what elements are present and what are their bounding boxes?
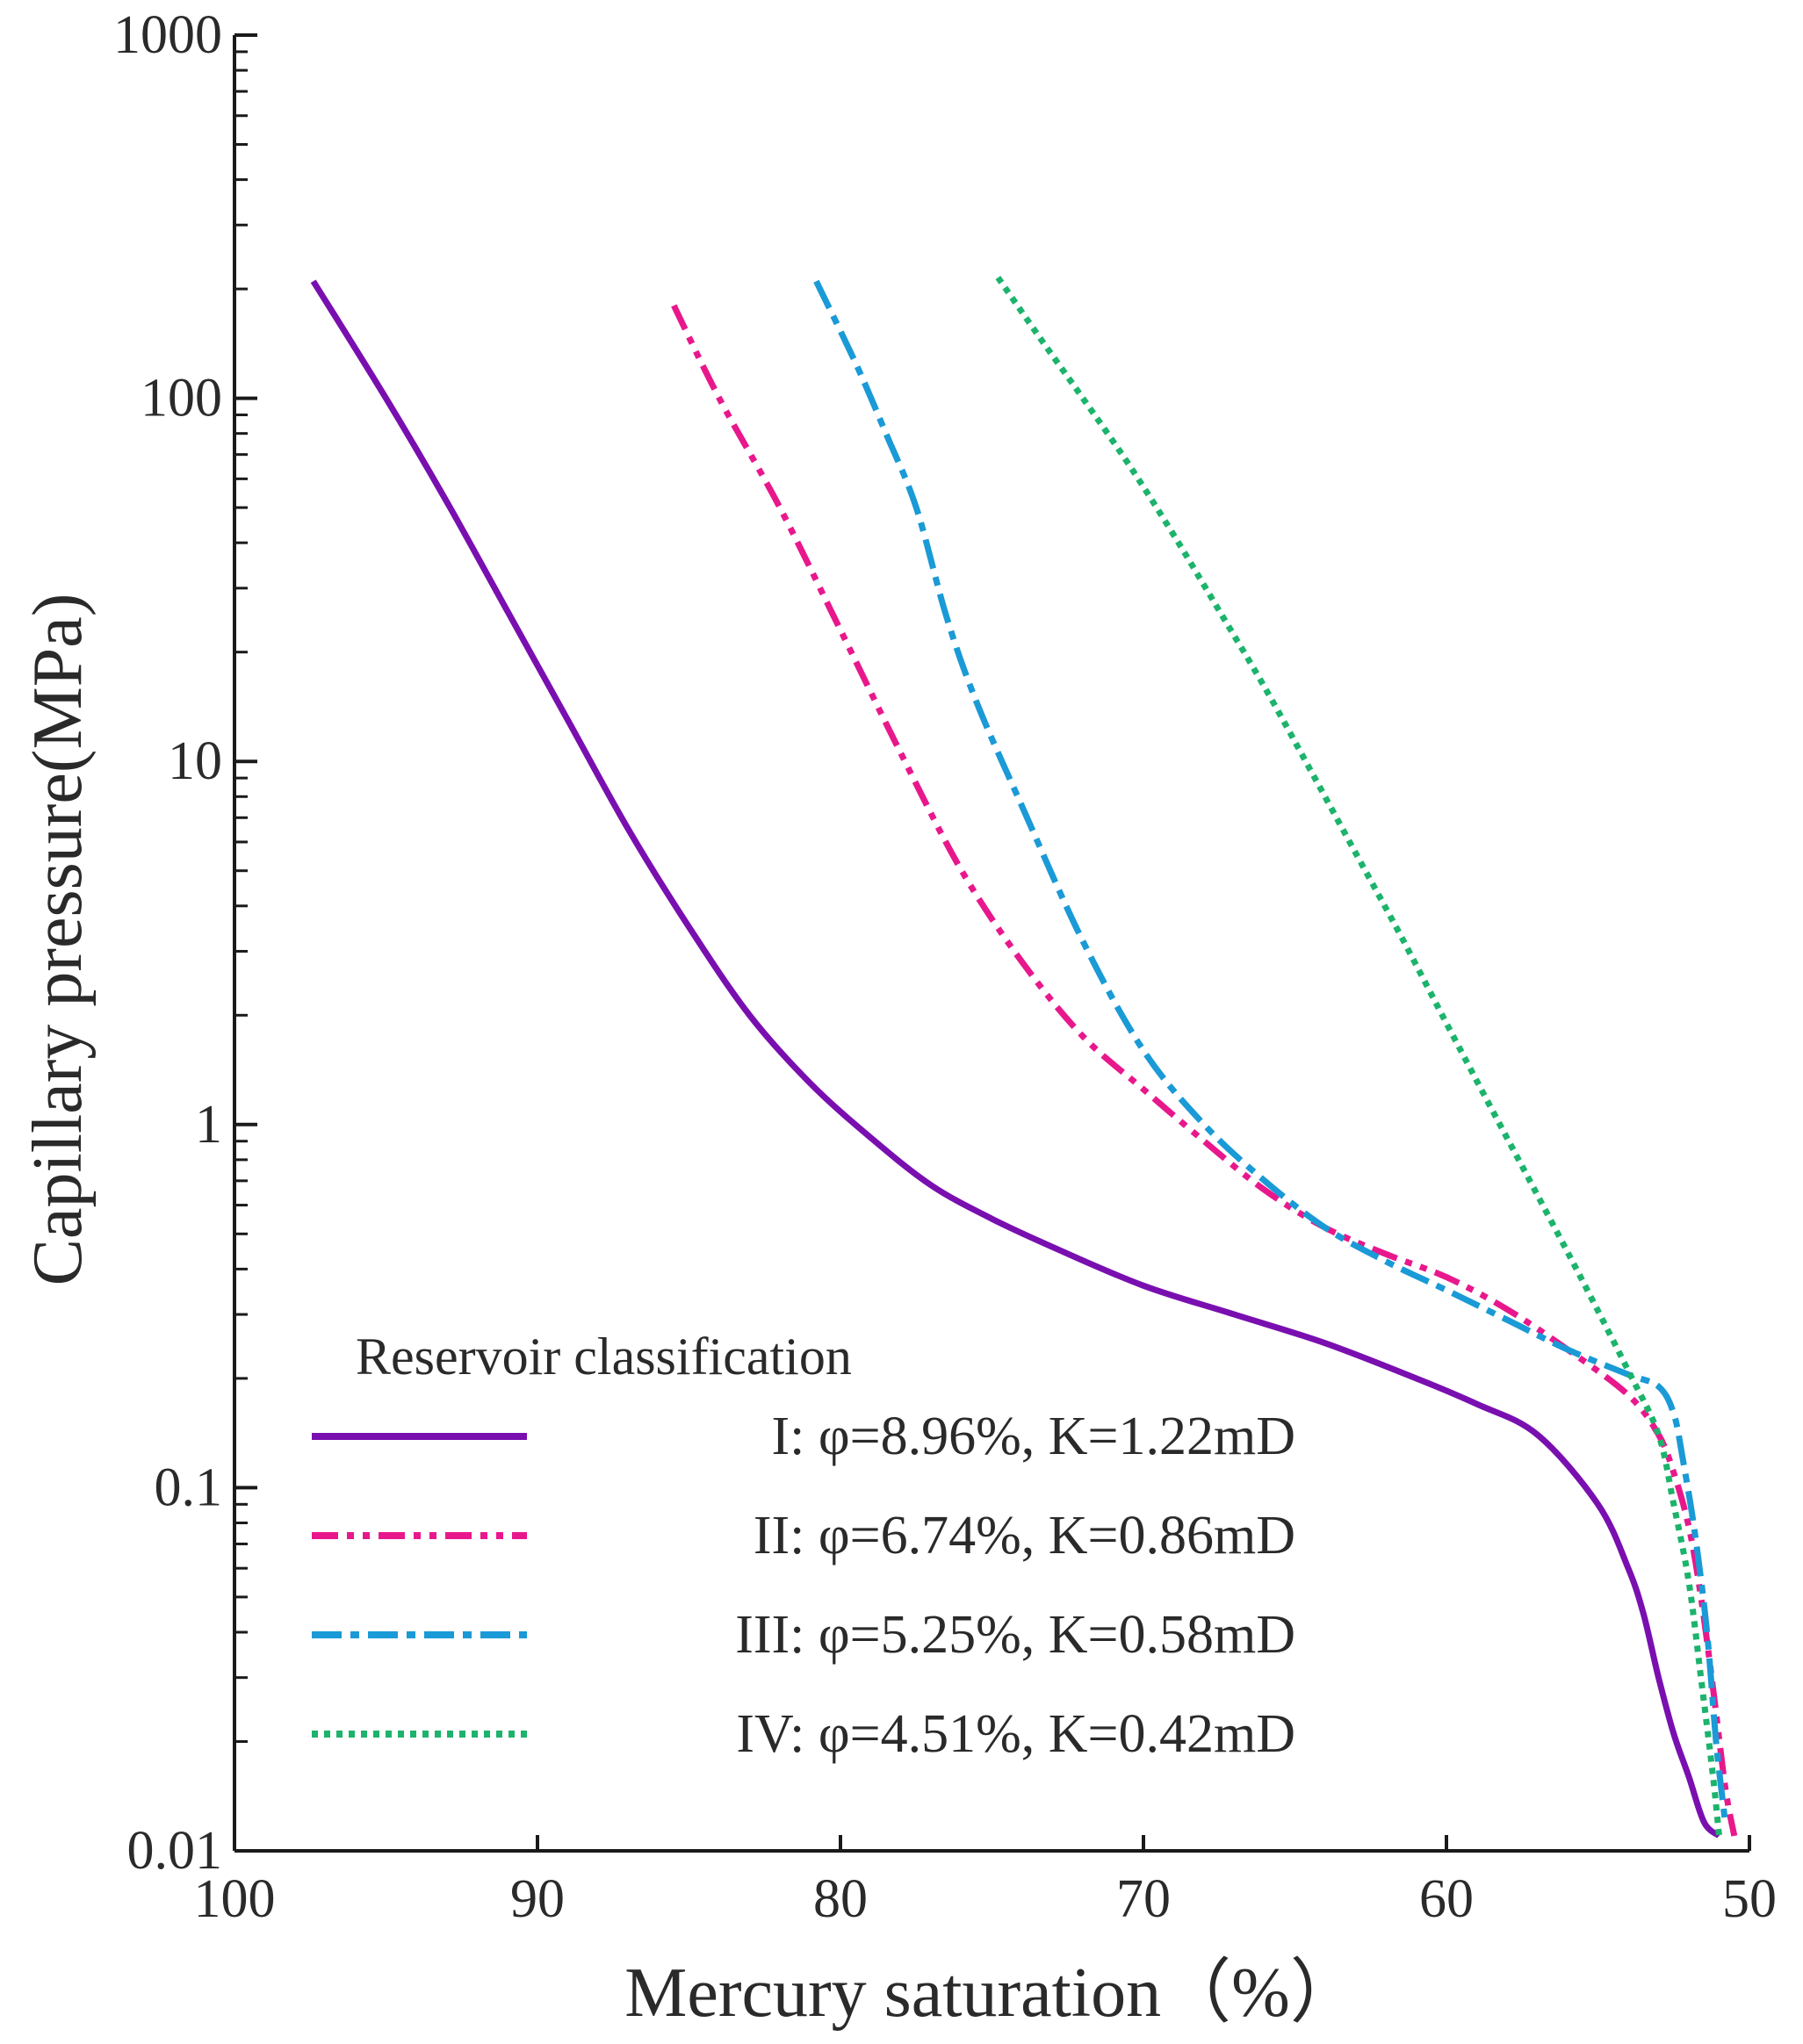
y-tick-label: 100 (141, 369, 222, 428)
y-tick-label: 0.1 (155, 1457, 223, 1517)
x-tick-label: 70 (1116, 1869, 1171, 1929)
y-tick-label: 0.01 (127, 1821, 223, 1881)
y-tick-label: 1000 (113, 5, 222, 65)
legend-title: Reservoir classification (356, 1328, 852, 1385)
legend-item-iii-label: III: φ=5.25%, K=0.58mD (735, 1605, 1295, 1665)
x-axis-title: Mercury saturation（%） (624, 1954, 1360, 2032)
x-tick-label: 50 (1722, 1869, 1777, 1929)
tick-labels: 100 90 80 70 60 50 0.01 0.1 1 10 100 1000 (113, 5, 1777, 1929)
x-tick-label: 80 (813, 1869, 868, 1929)
legend-item-i-label: I: φ=8.96%, K=1.22mD (771, 1407, 1295, 1466)
legend-item-iv-label: IV: φ=4.51%, K=0.42mD (736, 1704, 1295, 1764)
x-tick-label: 100 (194, 1869, 276, 1929)
series-lines (310, 276, 1738, 1839)
series-line-iii (813, 279, 1728, 1823)
series-line-i (310, 279, 1721, 1839)
y-tick-label: 1 (195, 1095, 222, 1155)
legend: Reservoir classification I: φ=8.96%, K=1… (312, 1328, 1295, 1764)
legend-item-ii-label: II: φ=6.74%, K=0.86mD (754, 1506, 1295, 1565)
series-line-iv (995, 276, 1722, 1837)
x-tick-label: 60 (1419, 1869, 1474, 1929)
series-line-ii (671, 304, 1738, 1837)
legend-items: I: φ=8.96%, K=1.22mD II: φ=6.74%, K=0.86m… (312, 1407, 1295, 1764)
ticks (233, 33, 1751, 1853)
y-axis-title: Capillary pressure(MPa) (19, 594, 97, 1286)
y-tick-label: 10 (168, 731, 222, 791)
axes (233, 35, 1749, 1853)
x-tick-label: 90 (510, 1869, 565, 1929)
